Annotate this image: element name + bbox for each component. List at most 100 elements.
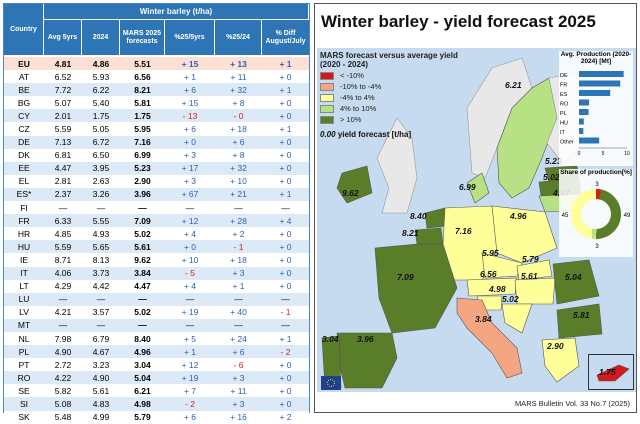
cell-country: PL <box>4 347 44 357</box>
cell-avg5yrs: 8.71 <box>44 255 82 265</box>
cell-avg5yrs: 2.37 <box>44 189 82 199</box>
cell-pct-24: — <box>215 294 262 304</box>
cell-pct-24: + 32 <box>215 163 262 173</box>
cell-diff: + 0 <box>262 98 309 108</box>
cell-pct-24: + 40 <box>215 307 262 317</box>
avg-production-country-label: PL <box>560 111 567 117</box>
cell-country: BE <box>4 85 44 95</box>
cell-2024: 4.67 <box>82 347 120 357</box>
map-value-es: 3.96 <box>357 334 374 344</box>
cell-diff: + 0 <box>262 72 309 82</box>
cell-forecast: 5.02 <box>120 307 165 317</box>
cell-pct-5yrs: + 0 <box>165 137 215 147</box>
col-forecast: MARS 2025 forecasts <box>120 20 165 56</box>
cell-diff: - 2 <box>262 347 309 357</box>
cell-avg5yrs: 5.59 <box>44 124 82 134</box>
share-production-chart: Share of production[%] 3 49 45 3 <box>559 169 633 257</box>
col-pct-5yrs: %25/5yrs <box>165 20 215 56</box>
cell-avg5yrs: 4.85 <box>44 229 82 239</box>
cell-forecast: — <box>120 320 165 330</box>
map-value-at: 6.56 <box>480 269 497 279</box>
avg-production-country-label: RO <box>560 102 569 108</box>
legend-yield-note: 0.00 yield forecast [t/ha] <box>320 130 480 139</box>
avg-production-country-label: FR <box>560 83 567 89</box>
legend-item: 4% to 10% <box>320 104 480 113</box>
cell-avg5yrs: 7.98 <box>44 334 82 344</box>
legend-swatch <box>320 116 334 124</box>
table-title: Winter barley (t/ha) <box>44 4 309 20</box>
cell-pct-24: + 13 <box>215 59 262 69</box>
legend-swatch <box>320 72 334 80</box>
map-value-si: 4.98 <box>489 284 506 294</box>
cell-pct-24: + 24 <box>215 334 262 344</box>
avg-production-bar <box>579 138 599 144</box>
cell-pct-24: + 3 <box>215 399 262 409</box>
cell-country: MT <box>4 320 44 330</box>
region-hungary <box>515 278 555 304</box>
map-value-ie: 9.62 <box>342 188 359 198</box>
cell-diff: + 1 <box>262 85 309 95</box>
cell-country: BG <box>4 98 44 108</box>
cell-diff: + 1 <box>262 334 309 344</box>
legend-label: > 10% <box>340 115 361 124</box>
cell-pct-5yrs: - 5 <box>165 268 215 278</box>
cell-2024: 6.22 <box>82 85 120 95</box>
cell-diff: + 2 <box>262 412 309 422</box>
cell-pct-24: — <box>215 320 262 330</box>
legend-swatch <box>320 105 334 113</box>
cyprus-inset: 1.75 <box>588 354 634 390</box>
cell-forecast: 9.62 <box>120 255 165 265</box>
col-pct-24: %25/24 <box>215 20 262 56</box>
legend-label: 4% to 10% <box>340 104 376 113</box>
cell-country: HR <box>4 229 44 239</box>
legend-label: -4% to 4% <box>340 93 375 102</box>
map-value-pt: 3.04 <box>322 334 339 344</box>
cell-2024: 4.93 <box>82 229 120 239</box>
avg-production-country-label: Other <box>560 140 574 146</box>
cell-diff: + 0 <box>262 137 309 147</box>
cell-2024: 6.72 <box>82 137 120 147</box>
cell-diff: + 4 <box>262 216 309 226</box>
cell-2024: 5.65 <box>82 242 120 252</box>
cell-diff: + 0 <box>262 360 309 370</box>
cell-2024: 3.95 <box>82 163 120 173</box>
legend-title: MARS forecast versus average yield (2020… <box>320 51 480 69</box>
cell-country: AT <box>4 72 44 82</box>
cell-diff: — <box>262 294 309 304</box>
col-2024: 2024 <box>82 20 120 56</box>
cell-diff: — <box>262 203 309 213</box>
cell-2024: — <box>82 203 120 213</box>
cell-country: SE <box>4 386 44 396</box>
region-romania <box>553 260 599 304</box>
cell-pct-5yrs: + 10 <box>165 255 215 265</box>
cell-avg5yrs: — <box>44 294 82 304</box>
cell-pct-24: + 21 <box>215 189 262 199</box>
cell-avg5yrs: 5.08 <box>44 399 82 409</box>
cell-country: DE <box>4 137 44 147</box>
cell-country: EE <box>4 163 44 173</box>
cell-pct-24: + 1 <box>215 281 262 291</box>
cell-forecast: 5.02 <box>120 229 165 239</box>
table-row: FI—————— <box>4 201 309 214</box>
cell-diff: + 0 <box>262 163 309 173</box>
map-value-bg: 5.81 <box>573 310 590 320</box>
region-belgium <box>415 228 443 244</box>
map-value-hr: 5.02 <box>502 294 519 304</box>
cell-forecast: 4.96 <box>120 347 165 357</box>
avg-production-bar <box>579 128 583 134</box>
cell-2024: 8.13 <box>82 255 120 265</box>
eu-stars-icon <box>324 378 338 388</box>
cell-avg5yrs: 2.72 <box>44 360 82 370</box>
